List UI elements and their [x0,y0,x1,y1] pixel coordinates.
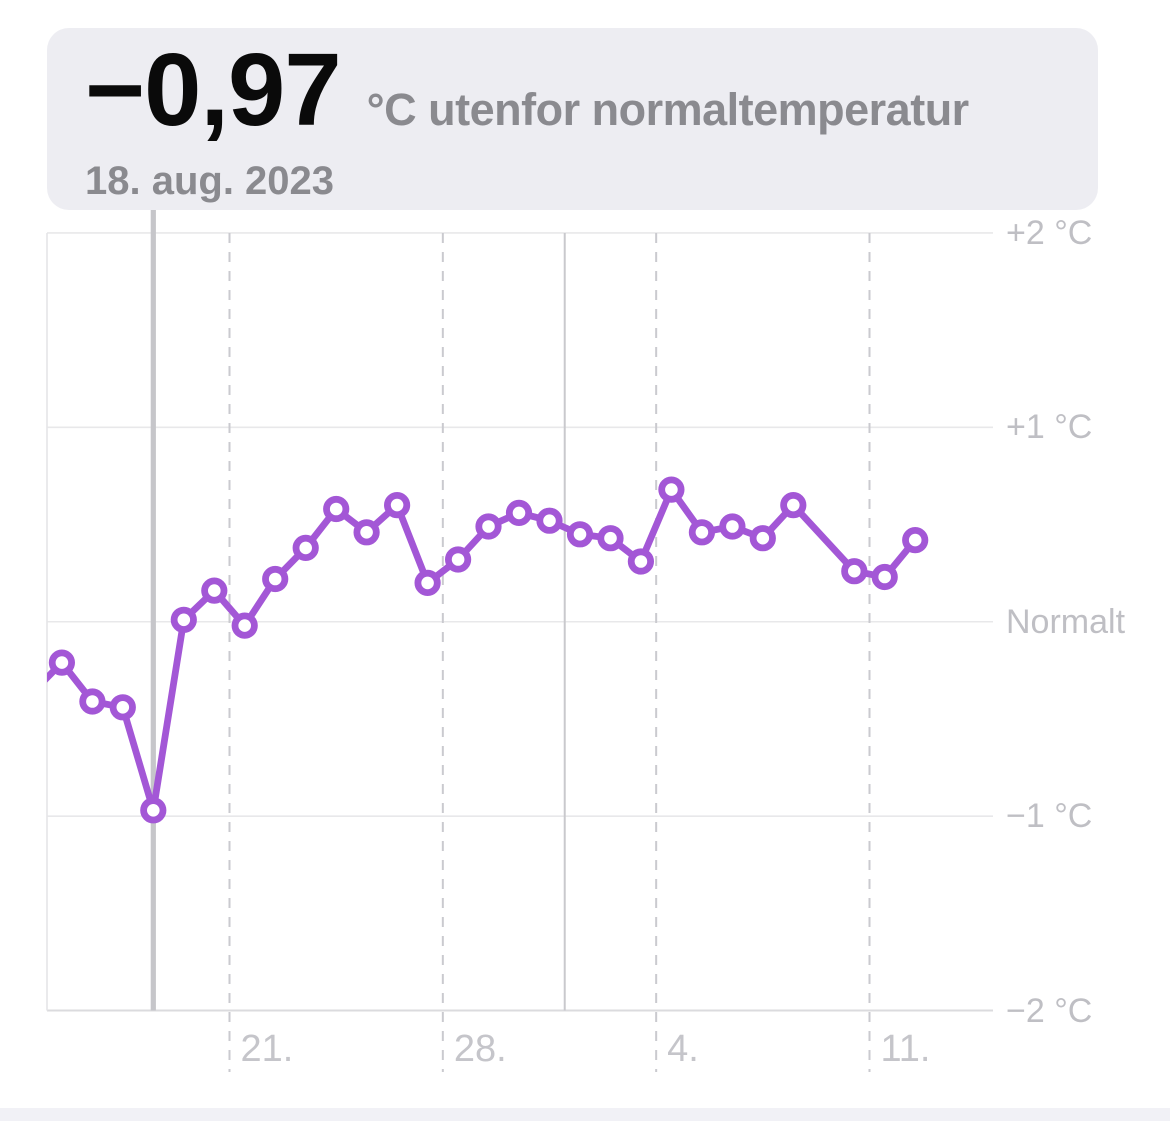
y-axis-label: +2 °C [1006,213,1093,252]
temperature-series-line [47,486,919,814]
y-axis-label: Normalt [1006,602,1126,641]
next-card-top-edge [0,1108,1170,1121]
data-point-marker[interactable] [505,499,533,527]
x-axis-label: 11. [880,1028,931,1070]
data-point-marker[interactable] [383,491,411,519]
data-point-marker[interactable] [536,507,563,534]
data-point-marker[interactable] [323,495,350,523]
selected-value-unit-label: °C utenfor normaltemperatur [366,84,970,135]
data-point-marker[interactable] [231,612,258,639]
selected-data-point-marker[interactable] [140,797,167,824]
data-point-marker[interactable] [688,519,716,546]
x-axis-label: 21. [240,1028,294,1070]
data-point-marker[interactable] [262,565,289,593]
data-point-marker[interactable] [627,548,655,575]
data-point-marker[interactable] [201,577,228,604]
data-point-marker[interactable] [170,606,197,633]
data-point-marker[interactable] [48,649,76,676]
data-point-marker[interactable] [566,521,594,548]
data-point-marker[interactable] [109,694,136,721]
y-axis-label: −1 °C [1006,797,1093,836]
x-axis-label: 4. [667,1028,699,1070]
data-point-marker[interactable] [414,569,441,597]
data-point-marker[interactable] [719,513,746,540]
y-axis-label: −2 °C [1006,991,1093,1030]
data-point-marker[interactable] [597,525,624,552]
data-point-marker[interactable] [871,563,898,591]
data-point-marker[interactable] [841,558,868,585]
temperature-series [47,476,929,824]
data-point-marker[interactable] [658,476,685,503]
y-axis-label: +1 °C [1006,408,1093,447]
data-point-marker[interactable] [292,534,319,562]
x-axis-label: 28. [453,1028,507,1070]
selected-date-label: 18. aug. 2023 [85,159,335,203]
data-point-marker[interactable] [475,513,502,540]
data-point-marker[interactable] [749,525,776,552]
data-point-marker[interactable] [353,519,380,546]
selected-value: −0,97 [85,32,342,147]
data-point-marker[interactable] [79,688,106,715]
data-point-marker[interactable] [444,546,472,573]
data-point-marker[interactable] [780,491,807,519]
selection-tooltip: −0,97 °C utenfor normaltemperatur 18. au… [47,28,1098,210]
data-point-marker[interactable] [902,526,929,554]
